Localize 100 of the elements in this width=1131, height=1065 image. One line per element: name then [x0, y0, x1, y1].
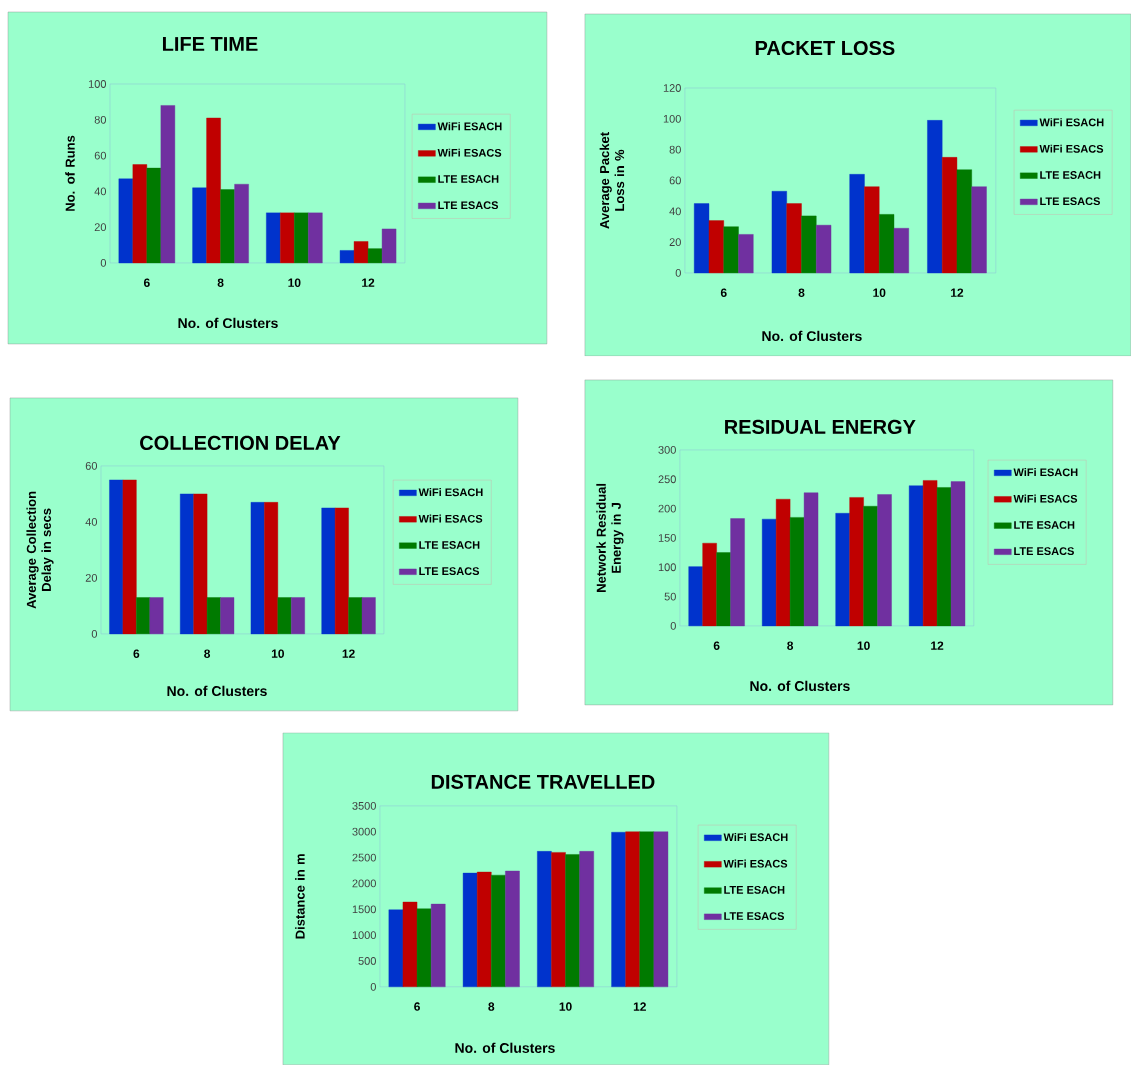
bar — [462, 872, 478, 988]
legend-label: WiFi ESACH — [1013, 468, 1078, 477]
y-tick-label: 20 — [94, 223, 107, 232]
y-axis-title: Average Packet Loss in % — [599, 132, 625, 229]
x-tick-label: 8 — [798, 288, 805, 297]
legend-label: WiFi ESACH — [437, 122, 502, 131]
x-tick-label: 10 — [857, 641, 870, 650]
x-axis-title: No. of Clusters — [455, 1042, 555, 1053]
y-axis-title: No. of Runs — [65, 135, 75, 211]
x-tick-label: 8 — [217, 278, 224, 287]
x-tick-label: 6 — [720, 288, 727, 297]
bar — [694, 203, 710, 274]
x-tick-label: 6 — [133, 649, 140, 658]
bar — [849, 174, 865, 274]
bar — [220, 189, 235, 264]
x-tick-label: 8 — [787, 641, 794, 650]
y-tick-label: 0 — [370, 982, 376, 991]
bar — [321, 507, 336, 635]
y-tick-label: 2000 — [352, 879, 376, 888]
bar — [950, 481, 966, 627]
y-tick-label: 20 — [669, 238, 681, 247]
bar — [348, 597, 363, 635]
bar — [551, 852, 566, 988]
bar — [956, 169, 972, 274]
bar — [339, 250, 355, 264]
bar — [849, 497, 864, 627]
y-tick-label: 200 — [658, 504, 676, 513]
bar — [280, 212, 295, 264]
legend-label: WiFi ESACS — [418, 514, 483, 523]
y-tick-label: 40 — [85, 518, 98, 526]
legend-label: LTE ESACH — [1040, 171, 1101, 179]
bar — [789, 517, 805, 627]
y-tick-label: 60 — [94, 151, 107, 160]
bar — [402, 901, 418, 988]
bar — [136, 597, 150, 635]
bar — [738, 234, 754, 274]
x-tick-label: 12 — [951, 288, 964, 297]
y-tick-label: 40 — [669, 207, 681, 216]
y-tick-label: 150 — [658, 534, 676, 542]
chart-title: COLLECTION DELAY — [140, 435, 341, 450]
legend-label: LTE ESACH — [419, 541, 480, 549]
bar — [266, 212, 281, 264]
bar — [416, 908, 432, 988]
bar — [927, 120, 943, 274]
y-tick-label: 3000 — [352, 827, 376, 836]
bar — [971, 186, 987, 274]
x-tick-label: 6 — [414, 1002, 420, 1011]
x-axis-title: No. of Clusters — [762, 330, 862, 342]
legend-label: WiFi ESACH — [418, 488, 483, 497]
bar — [611, 832, 626, 988]
legend-label: WiFi ESACS — [437, 148, 502, 157]
bar — [716, 552, 731, 627]
x-tick-label: 8 — [488, 1002, 495, 1011]
bar — [118, 178, 134, 264]
y-axis-title: Average Collection Delay in secs — [26, 491, 54, 609]
y-tick-label: 1000 — [352, 931, 376, 940]
bar — [146, 167, 162, 264]
legend-label: WiFi ESACS — [1039, 144, 1104, 153]
bar — [625, 831, 640, 988]
bar — [291, 597, 305, 635]
y-tick-label: 300 — [658, 446, 676, 454]
x-axis-title: No. of Clusters — [167, 685, 267, 697]
bar — [565, 854, 580, 988]
x-tick-label: 12 — [633, 1002, 646, 1011]
bar — [803, 492, 819, 627]
bar — [863, 506, 878, 627]
y-tick-label: 0 — [670, 622, 676, 630]
bar — [730, 518, 745, 627]
bar — [206, 597, 221, 635]
bar — [771, 191, 787, 274]
bar — [579, 851, 594, 988]
legend-label: WiFi ESACS — [1013, 494, 1078, 503]
y-tick-label: 80 — [669, 145, 681, 154]
bar — [180, 493, 194, 635]
y-tick-label: 0 — [675, 269, 681, 277]
x-axis-title: No. of Clusters — [178, 317, 278, 329]
bar — [367, 248, 383, 264]
bar — [294, 212, 309, 264]
bar — [786, 203, 802, 274]
bar — [505, 870, 520, 988]
y-axis-title: Distance in m — [295, 854, 305, 939]
bar — [775, 499, 791, 627]
legend-label: LTE ESACH — [724, 886, 785, 894]
x-tick-label: 10 — [873, 288, 886, 297]
x-tick-label: 12 — [342, 649, 355, 658]
bar — [491, 874, 506, 988]
bar — [192, 187, 207, 264]
bar — [308, 212, 323, 264]
y-tick-label: 40 — [94, 187, 107, 196]
y-tick-label: 3500 — [352, 801, 376, 810]
bar — [149, 597, 164, 635]
bar — [702, 542, 717, 627]
y-tick-label: 500 — [358, 957, 376, 965]
x-tick-label: 6 — [143, 278, 150, 287]
bar — [381, 228, 397, 264]
bar — [941, 157, 958, 274]
x-tick-label: 12 — [931, 641, 944, 650]
bar — [234, 184, 249, 264]
bar — [122, 479, 137, 635]
y-tick-label: 0 — [91, 630, 98, 638]
